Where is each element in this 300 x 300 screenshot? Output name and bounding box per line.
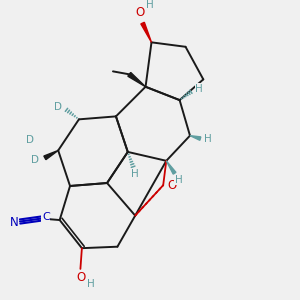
Text: H: H: [195, 84, 203, 94]
Text: D: D: [54, 102, 62, 112]
Text: D: D: [26, 135, 34, 145]
Text: O: O: [167, 179, 177, 192]
Text: H: H: [87, 279, 94, 289]
Text: C: C: [42, 212, 50, 222]
Text: H: H: [205, 134, 212, 144]
Text: N: N: [10, 216, 18, 229]
Text: H: H: [131, 169, 139, 179]
Text: D: D: [31, 155, 39, 165]
Polygon shape: [128, 72, 146, 87]
Polygon shape: [44, 150, 58, 160]
Polygon shape: [166, 161, 176, 174]
Polygon shape: [190, 136, 201, 140]
Text: H: H: [146, 0, 154, 10]
Text: H: H: [175, 175, 183, 185]
Polygon shape: [141, 22, 152, 42]
Text: O: O: [77, 271, 86, 284]
Text: O: O: [136, 6, 145, 19]
